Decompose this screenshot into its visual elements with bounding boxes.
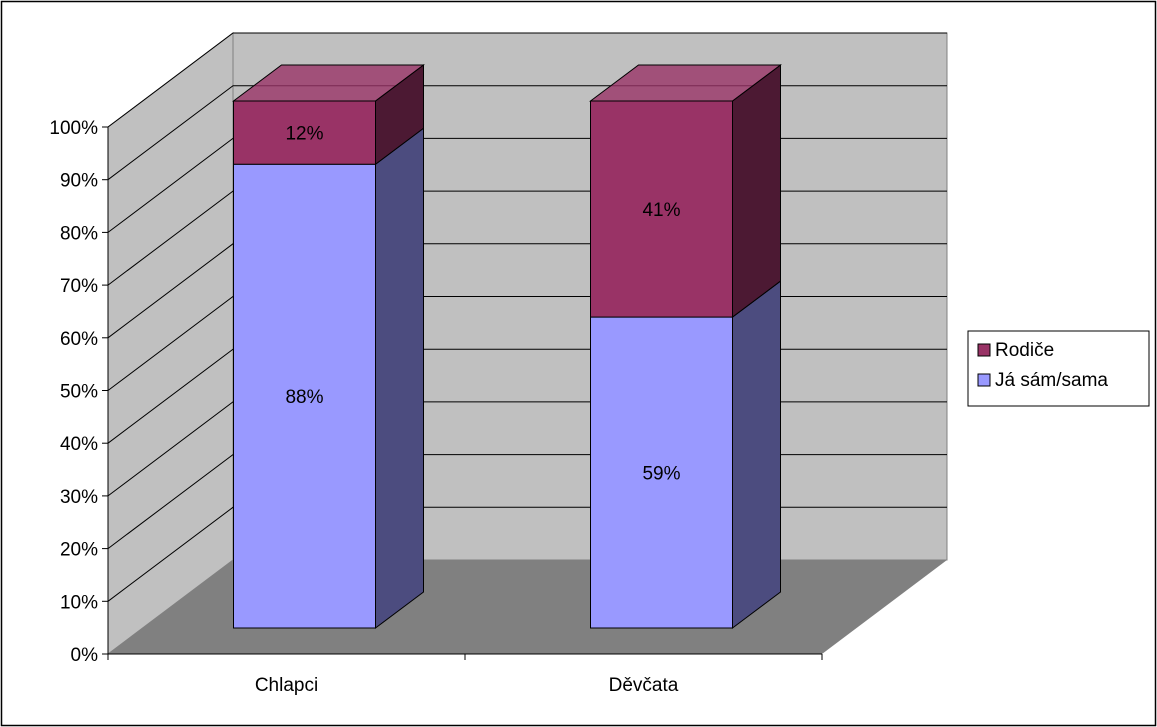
- bar-segment-side: [732, 280, 781, 629]
- y-tick-label: 70%: [60, 276, 98, 297]
- bar-segment: [590, 100, 733, 318]
- bar-segment-side: [375, 127, 424, 629]
- data-label: 12%: [285, 124, 323, 145]
- bar-segment: [590, 316, 733, 629]
- data-label: 88%: [285, 387, 323, 408]
- bars: 88% 12% 59% 41%: [232, 64, 782, 629]
- y-tick-label: 50%: [60, 382, 98, 403]
- y-tick-label: 10%: [60, 592, 98, 613]
- legend-label: Já sám/sama: [995, 370, 1108, 391]
- bar-segment: [233, 163, 376, 629]
- gridline: [107, 32, 947, 128]
- legend-box: [967, 330, 1150, 407]
- y-tick-label: 40%: [60, 434, 98, 455]
- axes: 0% 10% 20% 30% 40% 50% 60% 70% 80% 90% 100% Chlapci…: [49, 118, 823, 696]
- legend-label: Rodiče: [995, 340, 1054, 361]
- legend-swatch: [977, 373, 991, 387]
- bar-segment-top: [232, 64, 425, 102]
- bar-segment-top: [589, 64, 782, 102]
- data-label: 59%: [642, 464, 680, 485]
- legend-swatch: [977, 343, 991, 357]
- y-tick-label: 90%: [60, 171, 98, 192]
- y-tick-label: 20%: [60, 540, 98, 561]
- legend: Rodiče Já sám/sama: [967, 330, 1150, 407]
- bar-segment-side: [732, 64, 781, 319]
- data-label: 41%: [642, 200, 680, 221]
- y-tick-label: 60%: [60, 329, 98, 350]
- x-category-label: Chlapci: [255, 675, 318, 696]
- y-tick-label: 100%: [49, 118, 98, 139]
- y-tick-label: 30%: [60, 487, 98, 508]
- y-tick-label: 80%: [60, 223, 98, 244]
- y-tick-label: 0%: [71, 645, 99, 666]
- x-category-label: Děvčata: [609, 675, 679, 696]
